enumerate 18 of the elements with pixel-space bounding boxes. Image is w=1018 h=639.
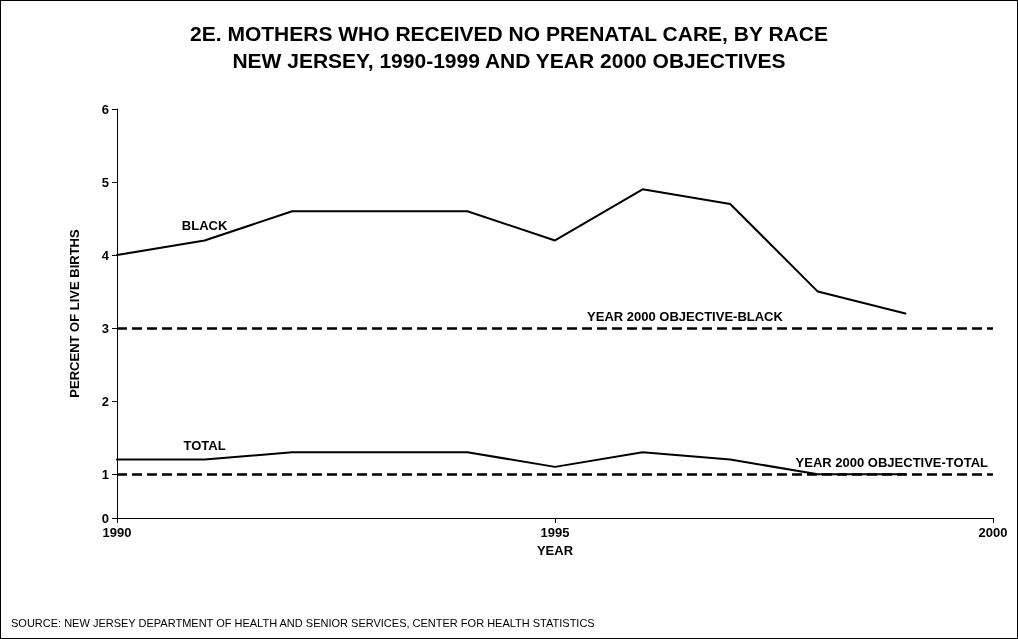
y-tick-label: 3: [101, 320, 109, 336]
series-label: TOTAL: [183, 437, 226, 453]
y-tick-label: 5: [101, 174, 109, 190]
ref-line-label: YEAR 2000 OBJECTIVE-TOTAL: [795, 455, 989, 471]
ref-line-label: YEAR 2000 OBJECTIVE-BLACK: [587, 309, 784, 325]
x-axis-title: YEAR: [536, 542, 574, 558]
y-axis-title: PERCENT OF LIVE BIRTHS: [67, 229, 82, 398]
y-tick-label: 0: [101, 510, 109, 526]
source-note: SOURCE: NEW JERSEY DEPARTMENT OF HEALTH AND SENIOR SERVICES, CENTER FOR HEALTH STATISTICS: [11, 616, 595, 629]
y-tick-label: 6: [101, 101, 109, 117]
x-tick-label: 1990: [102, 525, 132, 540]
series-label: BLACK: [181, 218, 228, 234]
y-tick-label: 1: [101, 466, 109, 482]
x-tick-label: 2000: [978, 525, 1008, 540]
chart-title: 2E. MOTHERS WHO RECEIVED NO PRENATAL CARE, BY RACE NEW JERSEY, 1990-1999 AND YEAR 2000 OBJECTIVES: [190, 22, 828, 72]
x-tick-label: 1995: [540, 525, 570, 540]
y-tick-label: 4: [101, 247, 110, 263]
y-tick-label: 2: [101, 393, 109, 409]
